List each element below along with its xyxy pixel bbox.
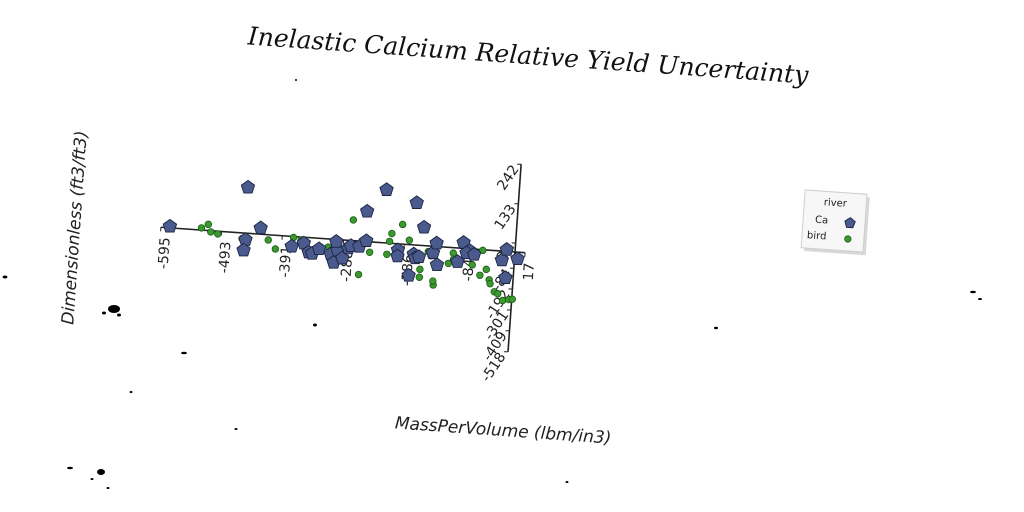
data-point-ca	[494, 252, 510, 267]
legend-label-ca: Ca	[815, 215, 829, 227]
data-point-bird	[388, 229, 396, 238]
x-tick-label: 17	[521, 262, 538, 281]
data-point-ca	[429, 235, 444, 250]
data-point-bird	[385, 237, 394, 246]
data-point-ca	[416, 219, 432, 234]
data-point-bird	[204, 220, 213, 229]
data-point-bird	[383, 250, 391, 258]
data-point-bird	[207, 228, 215, 236]
data-point-bird	[508, 295, 516, 303]
legend-marker-ca	[844, 217, 856, 229]
data-point-bird	[214, 230, 222, 238]
data-point-bird	[482, 265, 490, 274]
y-tick-label: 242	[494, 162, 522, 193]
data-point-bird	[479, 246, 487, 255]
data-point-bird	[197, 224, 206, 232]
data-point-ca	[498, 270, 513, 284]
x-tick-label: -493	[216, 241, 234, 274]
data-point-ca	[401, 267, 416, 282]
legend: river Ca bird	[800, 189, 870, 256]
scan-noise	[2, 79, 982, 489]
data-point-ca	[466, 247, 482, 261]
data-point-ca	[390, 248, 405, 263]
data-point-ca	[409, 195, 424, 209]
data-point-ca	[329, 234, 344, 248]
data-point-ca	[359, 203, 375, 218]
x-tick-label: -391	[277, 245, 295, 278]
data-point-bird	[494, 290, 502, 298]
y-ticks: 24213325-84-192-301-409-518	[478, 162, 522, 385]
legend-title: river	[823, 197, 848, 210]
data-point-bird	[498, 296, 507, 305]
data-point-bird	[449, 249, 458, 257]
data-point-bird	[476, 271, 484, 279]
legend-marker-bird	[844, 235, 852, 243]
data-point-ca	[238, 232, 253, 246]
y-axis-title: Dimensionless (ft3/ft3)	[58, 130, 92, 326]
data-point-bird	[429, 277, 437, 285]
series-ca	[162, 179, 525, 284]
data-point-bird	[271, 245, 280, 253]
data-point-ca	[510, 251, 525, 266]
data-point-ca	[240, 179, 256, 194]
legend-pentagon	[844, 217, 856, 229]
data-point-ca	[379, 182, 394, 196]
data-point-bird	[365, 248, 374, 256]
data-point-bird	[486, 280, 494, 288]
legend-box	[800, 189, 868, 253]
data-point-bird	[398, 220, 407, 229]
data-point-bird	[405, 236, 414, 244]
data-point-ca	[236, 242, 251, 257]
x-tick-label: -595	[156, 237, 174, 270]
data-point-bird	[416, 265, 424, 274]
data-point-ca	[359, 233, 374, 247]
data-point-bird	[468, 261, 476, 269]
data-point-ca	[335, 250, 350, 265]
data-point-ca	[284, 238, 299, 253]
x-axis-title: MassPerVolume (lbm/in3)	[394, 413, 612, 448]
chart-title: Inelastic Calcium Relative Yield Uncerta…	[246, 21, 810, 89]
data-point-ca	[253, 220, 268, 235]
data-point-ca	[311, 241, 327, 256]
data-point-bird	[349, 216, 358, 224]
data-point-ca	[429, 257, 445, 272]
data-point-ca	[411, 249, 427, 264]
data-point-bird	[264, 236, 272, 244]
data-point-bird	[354, 270, 363, 279]
data-point-ca	[162, 218, 178, 233]
data-point-bird	[415, 273, 424, 281]
data-point-ca	[499, 242, 515, 256]
y-tick-label: 133	[492, 202, 520, 233]
legend-label-bird: bird	[807, 230, 827, 242]
